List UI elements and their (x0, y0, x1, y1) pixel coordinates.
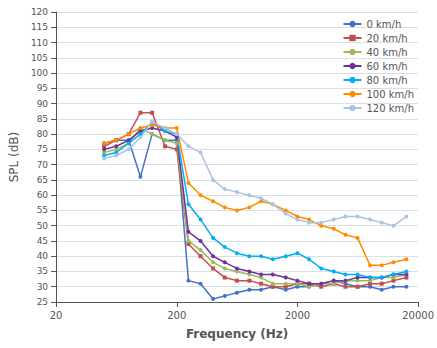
svg-text:2000: 2000 (285, 310, 310, 321)
svg-text:40: 40 (37, 251, 49, 261)
svg-text:105: 105 (31, 53, 48, 63)
svg-text:55: 55 (37, 205, 48, 215)
svg-text:45: 45 (37, 236, 48, 246)
svg-text:25: 25 (37, 297, 48, 307)
svg-text:110: 110 (31, 38, 48, 48)
svg-text:30: 30 (37, 282, 49, 292)
svg-text:60: 60 (37, 190, 49, 200)
svg-text:100 km/h: 100 km/h (366, 89, 414, 100)
svg-text:120: 120 (31, 7, 48, 17)
svg-text:Frequency (Hz): Frequency (Hz) (186, 327, 288, 341)
svg-text:65: 65 (37, 175, 48, 185)
svg-text:120 km/h: 120 km/h (366, 103, 414, 114)
svg-text:75: 75 (37, 144, 48, 154)
svg-text:60 km/h: 60 km/h (366, 61, 407, 72)
svg-text:95: 95 (37, 83, 48, 93)
svg-text:100: 100 (31, 68, 48, 78)
svg-text:115: 115 (31, 22, 48, 32)
svg-text:20000: 20000 (402, 310, 434, 321)
svg-text:85: 85 (37, 114, 48, 124)
svg-text:80: 80 (37, 129, 49, 139)
svg-text:40 km/h: 40 km/h (366, 47, 407, 58)
svg-text:0 km/h: 0 km/h (366, 19, 401, 30)
svg-text:80 km/h: 80 km/h (366, 75, 407, 86)
svg-text:90: 90 (37, 99, 49, 109)
svg-text:70: 70 (37, 160, 49, 170)
svg-text:SPL (dB): SPL (dB) (7, 132, 21, 183)
svg-text:50: 50 (37, 221, 49, 231)
svg-text:20 km/h: 20 km/h (366, 33, 407, 44)
svg-text:35: 35 (37, 266, 48, 276)
svg-text:20: 20 (50, 310, 63, 321)
svg-text:200: 200 (167, 310, 186, 321)
